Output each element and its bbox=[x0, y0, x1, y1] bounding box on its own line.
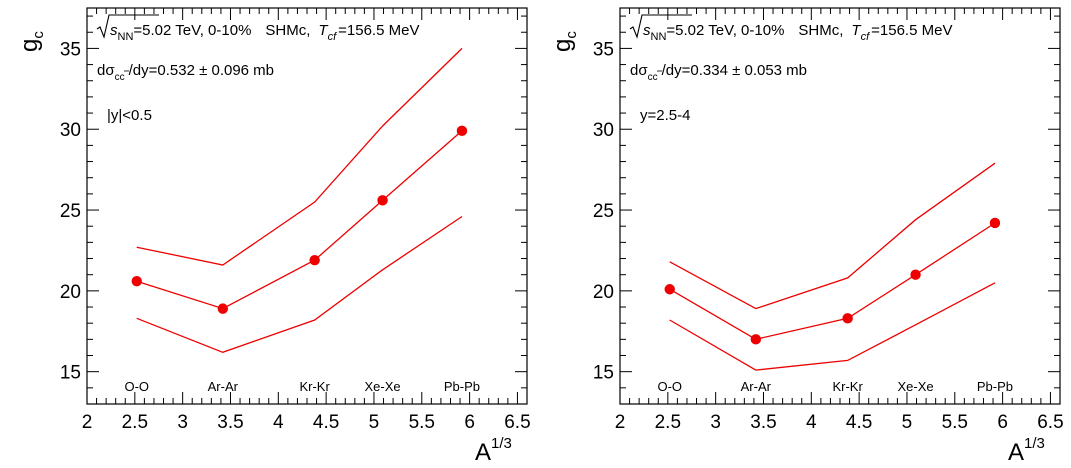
y-tick-label: 20 bbox=[60, 282, 81, 303]
sqrt-s-subscript: NN bbox=[118, 31, 134, 43]
upper-band-curve bbox=[669, 162, 996, 310]
x-tick-label: 3.5 bbox=[750, 412, 776, 433]
x-tick-label: 6 bbox=[997, 412, 1008, 433]
cross-section-annotation: dσcc/dy=0.334 ± 0.053 mb bbox=[630, 62, 807, 83]
y-axis-title-main: g bbox=[549, 39, 576, 52]
rapidity-label: |y|<0.5 bbox=[107, 107, 152, 124]
temperature-subscript: cf bbox=[328, 31, 338, 43]
energy-centrality: =5.02 TeV, 0-10% bbox=[133, 22, 251, 39]
y-tick-label: 30 bbox=[60, 120, 81, 141]
system-label: Ar-Ar bbox=[208, 379, 239, 394]
sqrt-sign bbox=[629, 14, 692, 39]
cross-section-annotation: dσcc/dy=0.532 ± 0.096 mb bbox=[97, 62, 274, 83]
system-label: Kr-Kr bbox=[299, 379, 330, 394]
x-tick-label: 3.5 bbox=[217, 412, 243, 433]
system-label: Kr-Kr bbox=[832, 379, 863, 394]
data-point bbox=[989, 217, 1001, 229]
cross-section-subscript: cc bbox=[648, 72, 658, 83]
x-tick-label: 6.5 bbox=[1037, 412, 1063, 433]
data-point bbox=[131, 275, 142, 287]
y-axis-title: gc bbox=[16, 31, 47, 52]
sqrt-s-symbol: s bbox=[110, 22, 118, 39]
x-tick-label: 5 bbox=[902, 412, 913, 433]
data-point bbox=[842, 313, 853, 324]
chart-panel: 2 2.5 3 3.5 4 4.5 5 5.5 6 6.5 15 20 25 30 35 A1/3 gc O-O A… bbox=[16, 7, 531, 466]
data-point bbox=[910, 269, 921, 280]
x-tick-label: 6 bbox=[464, 412, 475, 433]
y-tick-label: 15 bbox=[593, 363, 614, 384]
data-point bbox=[217, 303, 229, 314]
x-tick-label: 2 bbox=[615, 412, 626, 433]
data-point bbox=[309, 254, 320, 266]
x-tick-label: 5.5 bbox=[409, 412, 435, 433]
header-annotation: sNN=5.02 TeV, 0-10% SHMc, Tcf =156.5 MeV bbox=[643, 22, 952, 43]
header-annotation: sNN=5.02 TeV, 0-10% SHMc, Tcf =156.5 MeV bbox=[110, 22, 419, 43]
y-axis-title-main: g bbox=[16, 39, 43, 52]
chart-panel: 2 2.5 3 3.5 4 4.5 5 5.5 6 6.5 15 20 25 30 35 A1/3 gc O-O A… bbox=[549, 7, 1064, 466]
x-tick-label: 3 bbox=[177, 412, 188, 433]
upper-band-curve bbox=[136, 47, 463, 266]
x-tick-label: 4.5 bbox=[313, 412, 339, 433]
y-axis-title-sub: c bbox=[563, 31, 580, 39]
sqrt-s-symbol: s bbox=[643, 22, 651, 39]
system-label: Pb-Pb bbox=[444, 379, 480, 394]
x-axis-title-sup: 1/3 bbox=[491, 435, 512, 452]
data-point bbox=[377, 195, 388, 206]
x-tick-label: 2.5 bbox=[122, 412, 148, 433]
system-label: Ar-Ar bbox=[741, 379, 772, 394]
rapidity-label: y=2.5-4 bbox=[640, 107, 690, 124]
x-tick-label: 5 bbox=[369, 412, 380, 433]
x-axis-title-sup: 1/3 bbox=[1024, 435, 1045, 452]
y-axis-title-sub: c bbox=[30, 31, 47, 39]
sqrt-sign bbox=[96, 14, 159, 39]
x-tick-label: 2 bbox=[82, 412, 93, 433]
x-axis-title: A1/3 bbox=[1008, 435, 1045, 466]
cross-section-value: /dy=0.334 ± 0.053 mb bbox=[662, 62, 807, 79]
x-tick-label: 3 bbox=[710, 412, 721, 433]
cross-section-value: /dy=0.532 ± 0.096 mb bbox=[129, 62, 274, 79]
x-axis-title-main: A bbox=[1008, 439, 1024, 466]
y-tick-label: 35 bbox=[60, 39, 81, 60]
y-tick-label: 30 bbox=[593, 120, 614, 141]
y-tick-label: 35 bbox=[593, 39, 614, 60]
dsigma-symbol: dσ bbox=[630, 62, 648, 79]
x-axis-title-main: A bbox=[475, 439, 491, 466]
sqrt-s-subscript: NN bbox=[651, 31, 667, 43]
system-label: O-O bbox=[657, 379, 682, 394]
lower-band-curve bbox=[136, 215, 463, 353]
x-tick-label: 4 bbox=[273, 412, 284, 433]
temperature-subscript: cf bbox=[861, 31, 871, 43]
x-tick-label: 6.5 bbox=[504, 412, 530, 433]
system-label: O-O bbox=[124, 379, 149, 394]
temperature-symbol: T bbox=[851, 22, 862, 39]
temperature-value: =156.5 MeV bbox=[338, 22, 419, 39]
data-point bbox=[750, 334, 762, 345]
temperature-value: =156.5 MeV bbox=[871, 22, 952, 39]
model-name: SHMc, bbox=[265, 22, 310, 39]
system-label: Xe-Xe bbox=[364, 379, 400, 394]
x-axis-title: A1/3 bbox=[475, 435, 512, 466]
y-tick-label: 25 bbox=[60, 201, 81, 222]
x-tick-label: 5.5 bbox=[942, 412, 968, 433]
cross-section-subscript: cc bbox=[115, 72, 125, 83]
energy-centrality: =5.02 TeV, 0-10% bbox=[666, 22, 784, 39]
y-tick-label: 15 bbox=[60, 363, 81, 384]
x-tick-label: 4 bbox=[806, 412, 817, 433]
y-tick-label: 25 bbox=[593, 201, 614, 222]
model-name: SHMc, bbox=[798, 22, 843, 39]
data-point bbox=[456, 125, 468, 137]
y-tick-label: 20 bbox=[593, 282, 614, 303]
x-tick-label: 4.5 bbox=[846, 412, 872, 433]
x-tick-label: 2.5 bbox=[655, 412, 681, 433]
system-label: Pb-Pb bbox=[977, 379, 1013, 394]
system-label: Xe-Xe bbox=[897, 379, 933, 394]
y-axis-title: gc bbox=[549, 31, 580, 52]
lower-band-curve bbox=[669, 282, 996, 371]
dsigma-symbol: dσ bbox=[97, 62, 115, 79]
temperature-symbol: T bbox=[318, 22, 329, 39]
data-point bbox=[664, 284, 675, 295]
